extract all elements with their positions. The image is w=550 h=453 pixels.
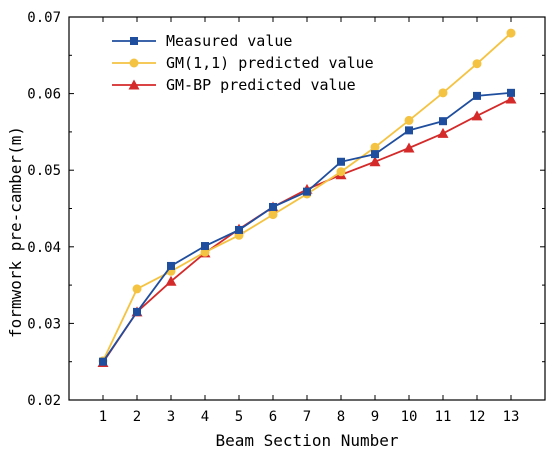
data-point xyxy=(337,157,345,166)
series-line xyxy=(102,98,512,363)
data-point xyxy=(370,142,380,152)
y-axis-title: formwork pre-camber(m) xyxy=(6,126,25,338)
legend-swatch-marker xyxy=(129,58,139,68)
x-tick-label: 5 xyxy=(235,409,243,425)
legend-swatch-marker xyxy=(130,37,138,45)
data-point xyxy=(439,117,447,126)
data-point xyxy=(403,142,415,153)
x-tick-label: 7 xyxy=(303,409,311,425)
data-point xyxy=(336,167,346,177)
legend-label: GM(1,1) predicted value xyxy=(166,54,374,72)
y-tick-label: 0.03 xyxy=(27,316,61,332)
data-point xyxy=(133,307,141,316)
plot-frame xyxy=(68,16,546,401)
data-point xyxy=(132,284,142,294)
x-tick-label: 3 xyxy=(167,409,175,425)
y-tick-label: 0.07 xyxy=(27,10,61,26)
data-point xyxy=(473,91,481,100)
data-point xyxy=(99,357,107,366)
legend-entry: GM(1,1) predicted value xyxy=(112,54,374,72)
data-point xyxy=(201,242,209,251)
data-point xyxy=(369,156,381,167)
y-tick-label: 0.06 xyxy=(27,87,61,103)
x-tick-label: 1 xyxy=(99,409,107,425)
data-point xyxy=(505,93,517,104)
data-point xyxy=(437,127,449,138)
x-tick-label: 12 xyxy=(469,409,486,425)
series-1 xyxy=(99,88,515,366)
x-axis-title: Beam Section Number xyxy=(215,431,398,450)
legend-entry: Measured value xyxy=(112,32,292,50)
y-tick-label: 0.04 xyxy=(27,240,61,256)
y-tick-label: 0.05 xyxy=(27,163,61,179)
data-point xyxy=(471,110,483,121)
data-point xyxy=(371,150,379,159)
x-tick-label: 13 xyxy=(503,409,520,425)
data-point xyxy=(269,202,277,211)
data-point xyxy=(507,88,515,97)
legend-label: Measured value xyxy=(166,32,292,50)
x-tick-label: 9 xyxy=(371,409,379,425)
x-tick-label: 8 xyxy=(337,409,345,425)
x-tick-label: 10 xyxy=(401,409,418,425)
legend-label: GM-BP predicted value xyxy=(166,76,356,94)
series-line xyxy=(102,91,512,363)
data-point xyxy=(438,88,448,98)
series-3 xyxy=(97,93,517,367)
data-point xyxy=(268,210,278,220)
data-point xyxy=(235,225,243,234)
x-tick-label: 2 xyxy=(133,409,141,425)
x-tick-label: 6 xyxy=(269,409,277,425)
data-point xyxy=(165,275,177,286)
y-tick-label: 0.02 xyxy=(27,393,61,409)
data-point xyxy=(404,115,414,125)
x-tick-label: 11 xyxy=(435,409,452,425)
data-point xyxy=(472,59,482,69)
x-tick-label: 4 xyxy=(201,409,209,425)
data-point xyxy=(303,187,311,196)
data-point xyxy=(506,28,516,38)
data-point xyxy=(167,261,175,270)
data-point xyxy=(405,126,413,135)
legend-entry: GM-BP predicted value xyxy=(112,76,356,94)
legend-swatch-marker xyxy=(128,79,140,90)
